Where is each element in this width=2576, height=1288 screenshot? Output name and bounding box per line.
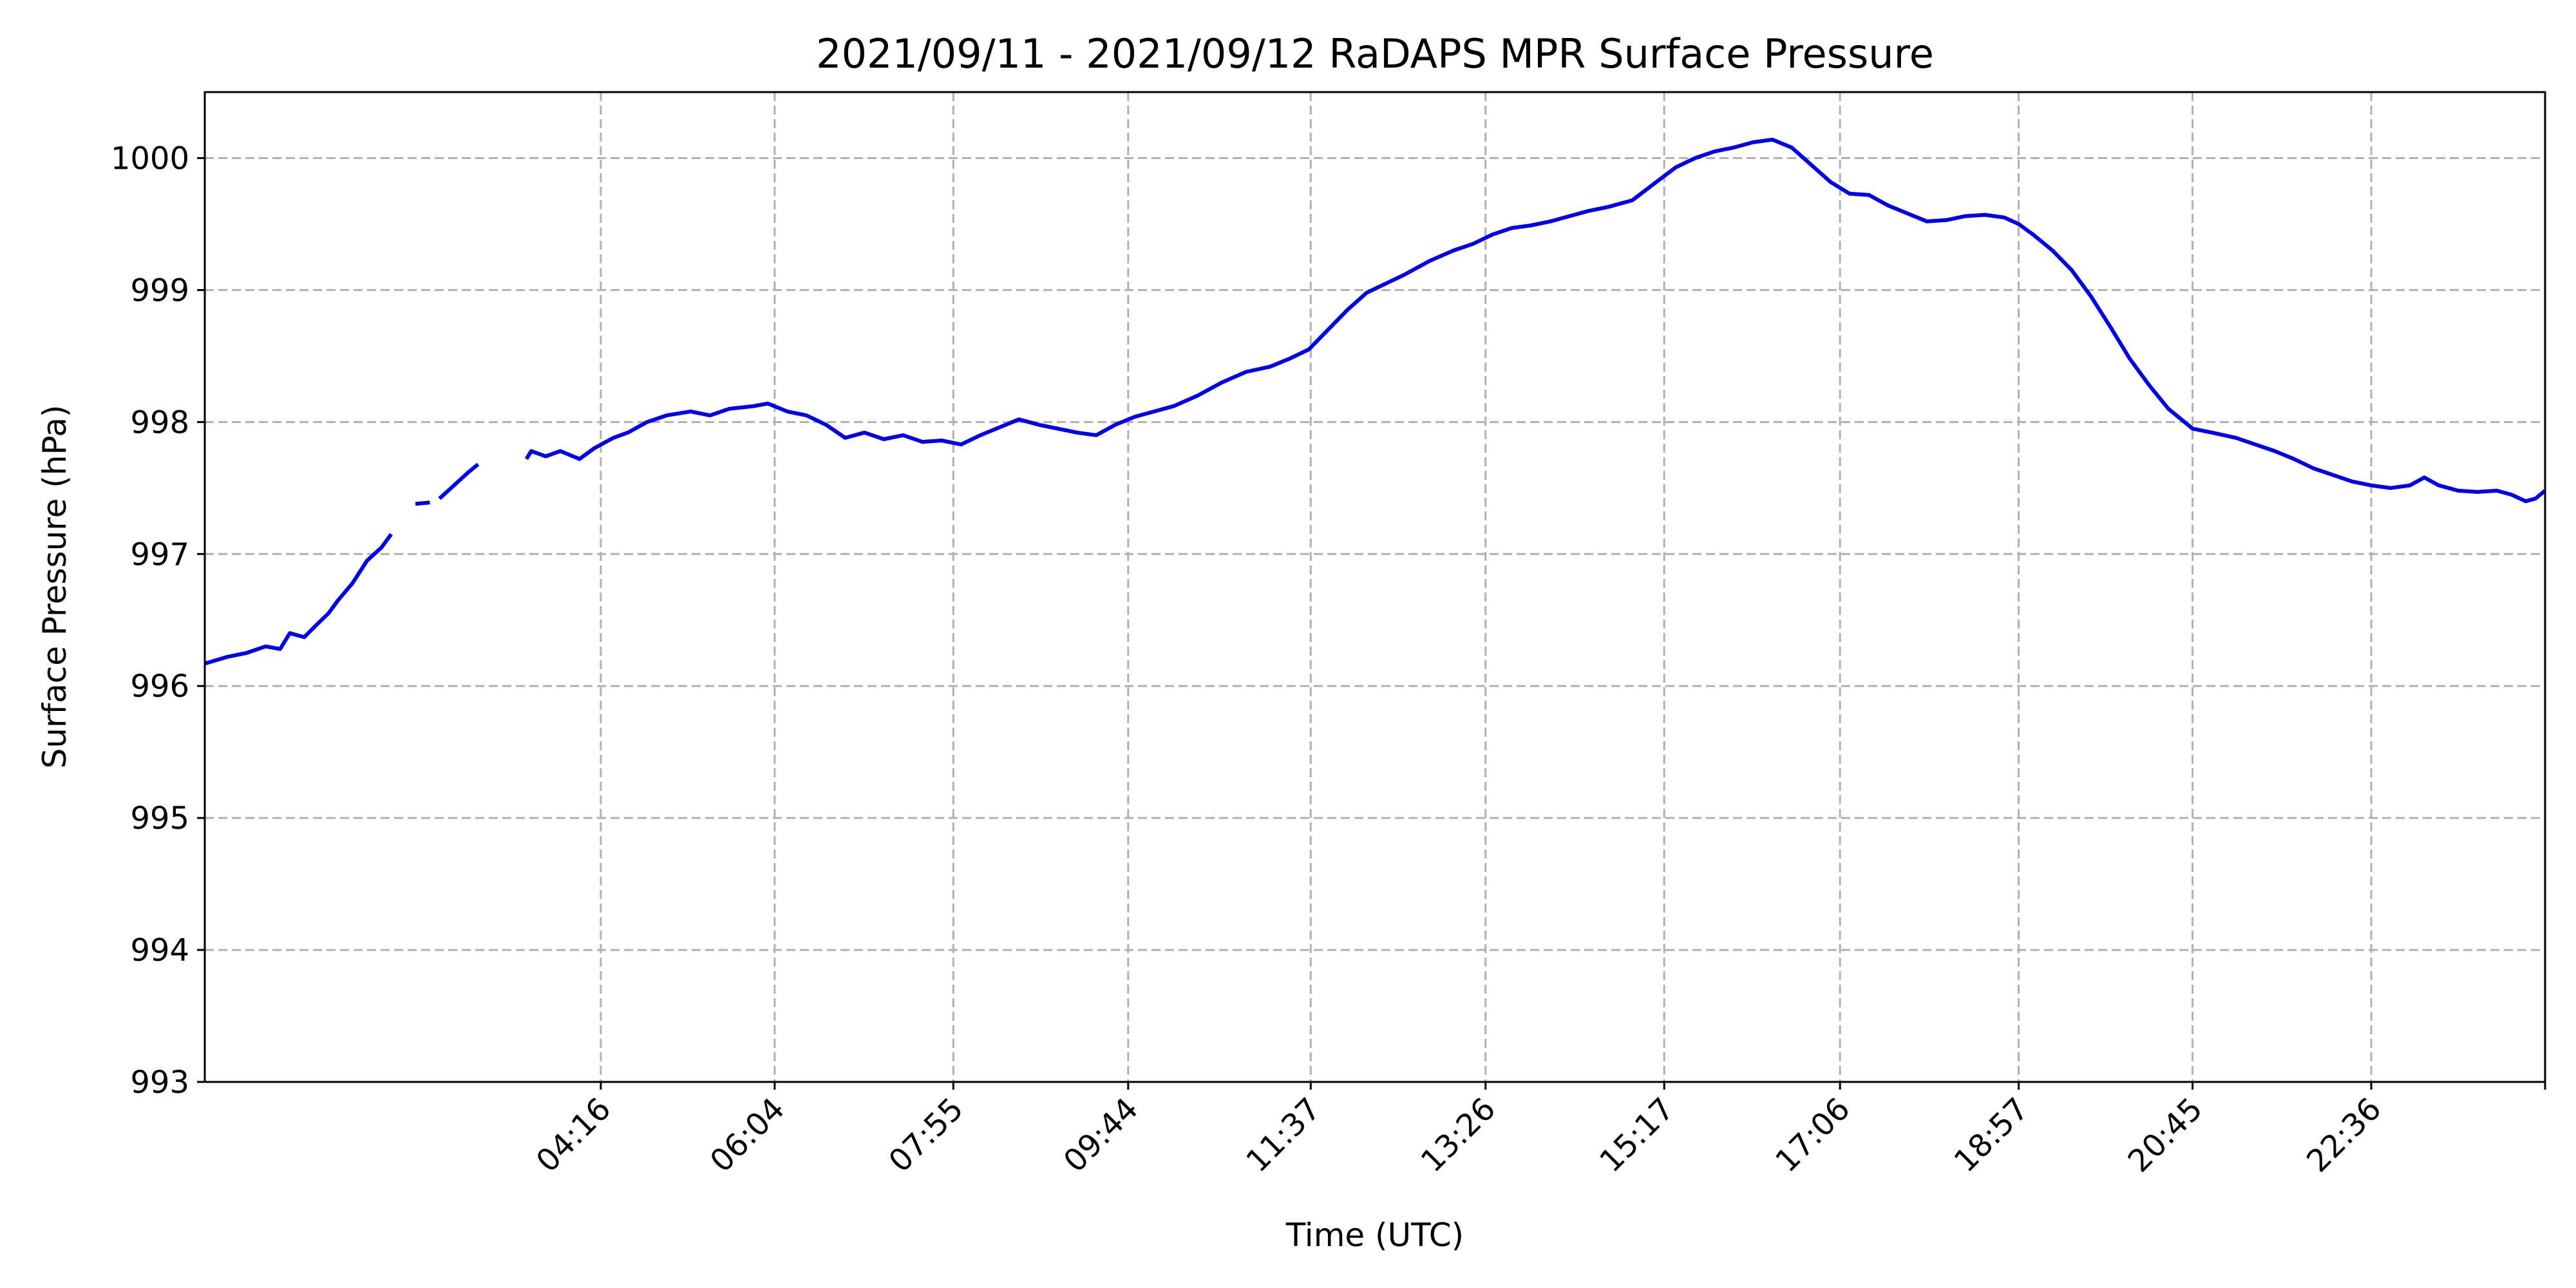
pressure-line-segment (524, 137, 2546, 504)
x-tick-label: 18:57 (1947, 1091, 2036, 1179)
y-tick-label: 1000 (111, 140, 189, 176)
y-tick-label: 993 (130, 1065, 189, 1101)
x-tick-label: 20:45 (2121, 1091, 2210, 1179)
y-tick-label: 994 (130, 933, 189, 969)
y-axis-label: Surface Pressure (hPa) (36, 404, 73, 768)
x-tick-label: 17:06 (1768, 1091, 1857, 1179)
y-tick-label: 999 (130, 272, 189, 308)
x-tick-label: 06:04 (703, 1091, 791, 1179)
x-tick-label: 15:17 (1593, 1091, 1681, 1179)
y-tick-label: 996 (130, 668, 189, 705)
x-axis-label: Time (UTC) (1285, 1217, 1464, 1254)
y-tick-label: 997 (130, 536, 189, 573)
y-tick-label: 995 (130, 800, 189, 837)
x-tick-label: 22:36 (2300, 1091, 2388, 1179)
x-tick-label: 04:16 (529, 1091, 618, 1179)
pressure-line-segment (415, 500, 430, 506)
x-tick-label: 09:44 (1057, 1091, 1145, 1179)
pressure-line-series (204, 137, 2546, 666)
axis-ticks: 993 994 995 996 997 998 999 1000 04:16 06:04 07:55… (111, 140, 2546, 1179)
chart-title: 2021/09/11 - 2021/09/12 RaDAPS MPR Surfa… (816, 30, 1934, 77)
x-tick-label: 11:37 (1239, 1091, 1327, 1179)
pressure-line-segment (204, 533, 393, 666)
grid-lines (205, 92, 2546, 1082)
axes-frame (204, 91, 2546, 1083)
y-tick-label: 998 (130, 404, 189, 440)
pressure-line-segment (438, 462, 480, 500)
x-tick-label: 07:55 (882, 1091, 970, 1179)
x-tick-label: 13:26 (1414, 1091, 1502, 1179)
